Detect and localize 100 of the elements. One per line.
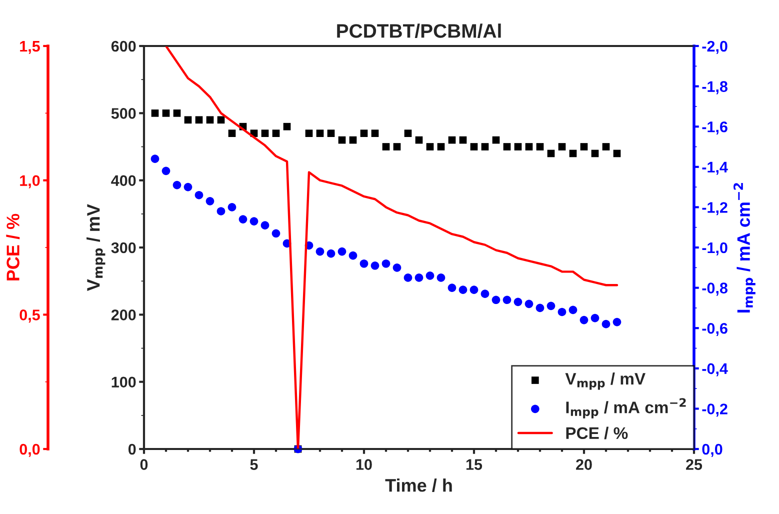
- point: [492, 136, 500, 144]
- point: [459, 136, 467, 144]
- y2-tick-label: -1,2: [702, 202, 728, 216]
- point: [502, 296, 512, 304]
- point: [536, 304, 544, 312]
- point: [458, 286, 468, 294]
- point: [580, 143, 588, 150]
- y2-tick-label: -0,6: [702, 322, 728, 336]
- point: [612, 318, 622, 326]
- point: [272, 130, 280, 137]
- y3-tick-label: 0,5: [20, 310, 40, 323]
- point: [228, 130, 236, 137]
- point: [503, 143, 511, 150]
- point: [184, 182, 192, 192]
- point: [514, 143, 522, 150]
- point: [382, 143, 390, 150]
- point: [580, 316, 588, 324]
- y-axis-title: V$_{mpp}$ / mV: [86, 204, 106, 291]
- x-axis-title: Time / h: [385, 478, 452, 492]
- point: [162, 166, 170, 176]
- point: [151, 109, 159, 117]
- point: [470, 143, 478, 150]
- point: [547, 150, 555, 158]
- point: [414, 274, 424, 282]
- point: [316, 247, 324, 256]
- point: [305, 130, 313, 137]
- legend-label: V$_{mpp}$ / mV: [565, 372, 646, 390]
- point: [327, 130, 335, 137]
- y3-tick-label: 0,0: [20, 444, 40, 457]
- point: [173, 109, 181, 117]
- y2-tick-label: -2,0: [702, 40, 728, 54]
- point: [316, 130, 324, 137]
- point: [514, 298, 522, 306]
- point: [272, 229, 280, 238]
- point: [591, 150, 599, 158]
- x-tick-label: 5: [250, 459, 258, 470]
- point: [360, 130, 368, 137]
- point: [195, 116, 203, 124]
- point: [348, 251, 358, 260]
- point: [393, 143, 401, 150]
- point: [283, 122, 291, 130]
- point: [194, 190, 204, 200]
- point: [426, 143, 434, 150]
- point: [184, 116, 192, 124]
- y-tick-label: 400: [111, 175, 136, 186]
- point: [260, 221, 270, 230]
- point: [228, 203, 236, 212]
- point: [568, 306, 578, 314]
- point: [590, 314, 600, 322]
- point: [524, 300, 534, 308]
- y3-tick-label: 1,5: [20, 41, 40, 54]
- point: [602, 320, 610, 328]
- y2-tick-label: -1,4: [702, 162, 728, 175]
- point: [162, 109, 170, 117]
- point: [492, 296, 500, 304]
- point: [426, 272, 434, 280]
- point: [480, 290, 490, 298]
- point: [558, 143, 566, 150]
- point: [436, 274, 446, 282]
- point: [238, 215, 248, 224]
- point: [206, 196, 214, 206]
- y-tick-label: 300: [111, 242, 136, 254]
- y2-tick-label: 0,0: [702, 444, 722, 457]
- y2-tick-label: -0,2: [702, 404, 728, 417]
- point: [536, 143, 544, 150]
- point: [558, 308, 566, 316]
- point: [415, 136, 423, 144]
- point: [602, 143, 610, 150]
- x-tick-label: 0: [140, 459, 148, 470]
- legend-label: I$_{mpp}$ / mA cm$^{−2}$: [566, 398, 686, 418]
- y-tick-label: 600: [111, 40, 136, 52]
- x-tick-label: 20: [576, 459, 592, 470]
- point: [349, 136, 357, 144]
- x-tick-label: 15: [466, 459, 482, 470]
- y-tick-label: 0: [128, 444, 136, 455]
- y2-tick-label: -1,8: [702, 81, 728, 94]
- y2-tick-label: -1,0: [702, 242, 728, 256]
- x-tick-label: 25: [686, 459, 702, 470]
- point: [613, 150, 621, 158]
- y2-tick-label: -0,8: [702, 282, 728, 296]
- point: [470, 286, 478, 294]
- point: [546, 302, 556, 310]
- chart-title: PCDTBT/PCBM/Al: [337, 24, 501, 38]
- point: [392, 263, 402, 272]
- y-tick-label: 500: [111, 108, 136, 119]
- point: [448, 284, 456, 292]
- point: [216, 207, 226, 216]
- point: [481, 143, 489, 150]
- point: [371, 130, 379, 137]
- point: [206, 116, 214, 124]
- point: [217, 116, 225, 124]
- legend-label: PCE / %: [566, 426, 628, 440]
- point: [172, 180, 182, 190]
- y2-tick-label: -1,6: [702, 121, 728, 134]
- point: [338, 136, 346, 144]
- y-tick-label: 100: [112, 376, 136, 388]
- point: [360, 259, 368, 268]
- point: [150, 154, 160, 164]
- point: [525, 143, 533, 150]
- y3-axis-title: PCE / %: [6, 214, 20, 280]
